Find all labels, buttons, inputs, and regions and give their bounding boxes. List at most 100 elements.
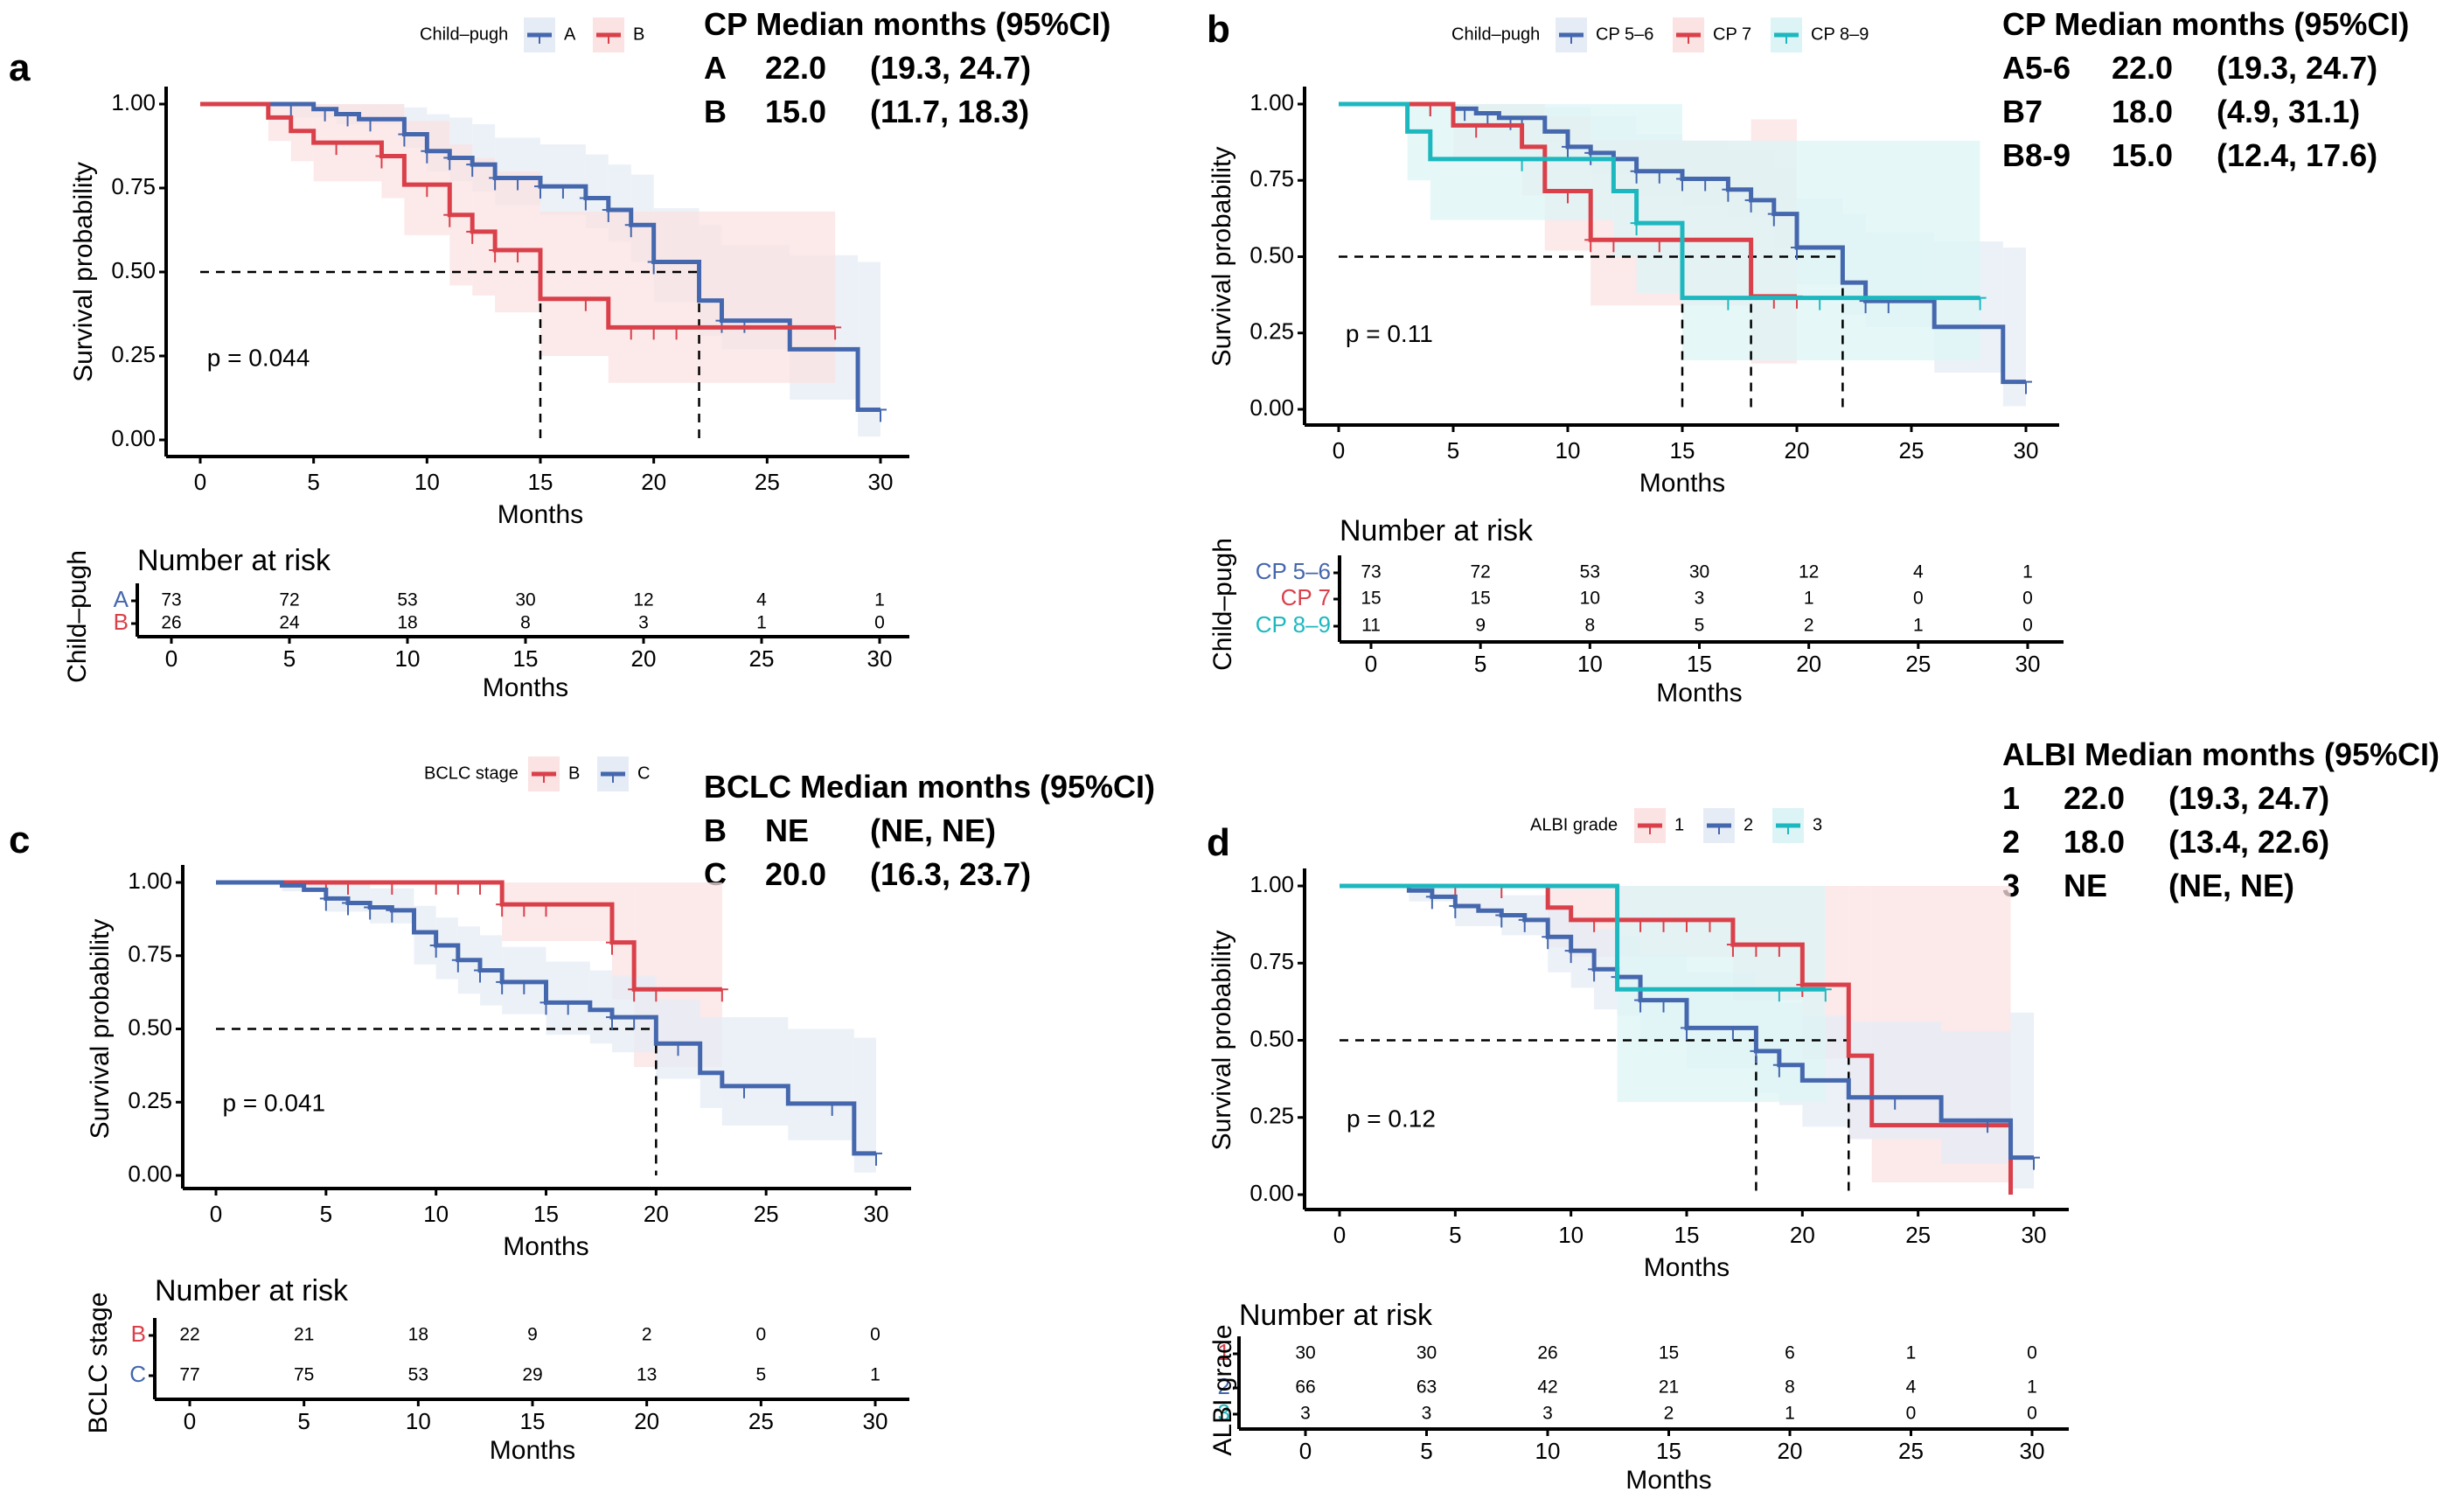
median-table-row: 1 22.0 (19.3, 24.7) — [2002, 780, 2329, 816]
legend-label: B — [568, 763, 580, 783]
ci-band-blue — [589, 970, 612, 1044]
median-group: B8-9 — [2002, 137, 2071, 173]
legend-title: ALBI grade — [1530, 815, 1618, 834]
axes: 0.00 0.25 0.50 0.75 1.00 0 5 10 15 20 25 30 Months Su… — [1208, 868, 2069, 1282]
risk-row: 2 66 63 42 21 8 4 1 — [1218, 1373, 2037, 1399]
risk-x-tick-label: 5 — [283, 645, 296, 672]
risk-count: 1 — [870, 1365, 880, 1385]
y-tick-label: 0.75 — [1249, 165, 1294, 192]
ci-band-blue — [414, 905, 436, 965]
legend-title: BCLC stage — [424, 763, 519, 783]
median-ci: (NE, NE) — [870, 812, 996, 848]
risk-count: 0 — [1906, 1404, 1917, 1424]
axes: 0.00 0.25 0.50 0.75 1.00 0 5 10 15 20 25 30 Months Su… — [86, 865, 911, 1261]
risk-count: 1 — [1913, 616, 1924, 636]
risk-count: 2 — [1664, 1404, 1674, 1424]
risk-count: 30 — [1689, 562, 1709, 582]
risk-y-axis-title: Child–pugh — [63, 550, 92, 683]
y-tick-label: 0.00 — [128, 1161, 172, 1187]
risk-x-tick-label: 20 — [1778, 1438, 1803, 1464]
median-group: B7 — [2002, 94, 2043, 129]
risk-count: 0 — [2027, 1343, 2037, 1363]
legend: Child–pugh A B — [420, 17, 644, 52]
panel-letter: a — [9, 46, 31, 89]
risk-table-title: Number at risk — [1340, 514, 1534, 547]
risk-count: 11 — [1361, 616, 1381, 636]
legend-label: A — [564, 24, 576, 44]
legend-label: CP 7 — [1713, 24, 1751, 44]
panel-letter: d — [1207, 821, 1230, 864]
legend-item: CP 8–9 — [1771, 17, 1869, 52]
y-tick-label: 0.75 — [111, 173, 156, 199]
risk-strata-label: A — [114, 586, 129, 612]
risk-strata-label: 3 — [1218, 1399, 1230, 1426]
ci-band-blue — [546, 961, 590, 1035]
ci-band-blue — [853, 1037, 876, 1173]
y-tick-label: 0.25 — [1249, 1103, 1294, 1129]
risk-table-title: Number at risk — [137, 544, 331, 577]
legend-label: C — [637, 763, 650, 783]
risk-strata-label: CP 8–9 — [1256, 611, 1331, 638]
risk-count: 0 — [755, 1325, 766, 1345]
risk-x-tick-label: 10 — [1535, 1438, 1561, 1464]
risk-count: 3 — [1542, 1404, 1553, 1424]
median-table-row: 3 NE (NE, NE) — [2002, 868, 2294, 903]
y-tick-label: 0.00 — [1249, 394, 1294, 421]
risk-row: A 73 72 53 30 12 4 1 — [114, 586, 885, 612]
risk-count: 6 — [1785, 1343, 1795, 1363]
risk-x-tick-label: 15 — [520, 1408, 546, 1434]
risk-count: 5 — [1695, 616, 1705, 636]
risk-row: CP 7 15 15 10 3 1 0 0 — [1281, 584, 2033, 610]
ci-band-blue — [788, 1028, 854, 1140]
risk-x-tick-label: 0 — [1365, 651, 1377, 677]
risk-strata-label: CP 7 — [1281, 584, 1331, 610]
ci-band-red — [502, 882, 612, 941]
ci-band-blue — [656, 1000, 700, 1079]
axes: 0.00 0.25 0.50 0.75 1.00 0 5 10 15 20 25 30 Months Su… — [69, 87, 909, 529]
risk-count: 26 — [161, 613, 181, 633]
survival-curve-blue — [216, 880, 876, 1156]
x-tick-label: 20 — [641, 469, 666, 495]
ci-band-red — [495, 171, 540, 313]
x-tick-label: 5 — [1447, 437, 1459, 464]
median-value: 22.0 — [2112, 50, 2173, 86]
median-ci: (13.4, 22.6) — [2168, 824, 2329, 860]
legend-item: 1 — [1634, 808, 1684, 843]
y-tick-label: 1.00 — [111, 89, 156, 115]
risk-count: 0 — [2022, 589, 2033, 609]
risk-count: 3 — [638, 613, 649, 633]
y-tick-label: 0.00 — [1249, 1180, 1294, 1206]
risk-count: 1 — [756, 613, 767, 633]
x-tick-label: 20 — [644, 1201, 669, 1227]
ci-band-blue — [700, 1017, 722, 1108]
x-tick-label: 15 — [1674, 1222, 1700, 1248]
legend-item: 2 — [1703, 808, 1753, 843]
risk-count: 0 — [1913, 589, 1924, 609]
risk-x-tick-label: 25 — [749, 645, 775, 672]
legend-label: CP 8–9 — [1811, 24, 1869, 44]
panel-b: b Child–pugh CP 5–6 CP 7 CP 8–9 CP Median mon… — [1207, 6, 2409, 708]
risk-row: C 77 75 53 29 13 5 1 — [129, 1361, 880, 1387]
risk-count: 53 — [408, 1365, 428, 1385]
x-tick-label: 30 — [2014, 437, 2039, 464]
risk-count: 4 — [756, 590, 767, 610]
risk-strata-label: 2 — [1218, 1373, 1230, 1399]
x-tick-label: 0 — [1333, 1222, 1346, 1248]
median-table-row: C 20.0 (16.3, 23.7) — [704, 856, 1031, 892]
x-tick-label: 25 — [1905, 1222, 1931, 1248]
panel-letter: c — [9, 819, 30, 861]
median-table-row: B7 18.0 (4.9, 31.1) — [2002, 94, 2360, 129]
y-tick-label: 1.00 — [1249, 871, 1294, 897]
risk-count: 0 — [870, 1325, 880, 1345]
median-value: 20.0 — [765, 856, 826, 892]
risk-x-axis-title: Months — [483, 673, 568, 702]
risk-count: 0 — [2027, 1404, 2037, 1424]
risk-count: 30 — [1295, 1343, 1315, 1363]
median-value: 18.0 — [2064, 824, 2125, 860]
ci-band-blue — [858, 261, 880, 437]
median-table-row: B NE (NE, NE) — [704, 812, 996, 848]
legend-title: Child–pugh — [420, 24, 508, 44]
risk-x-tick-label: 15 — [1656, 1438, 1681, 1464]
